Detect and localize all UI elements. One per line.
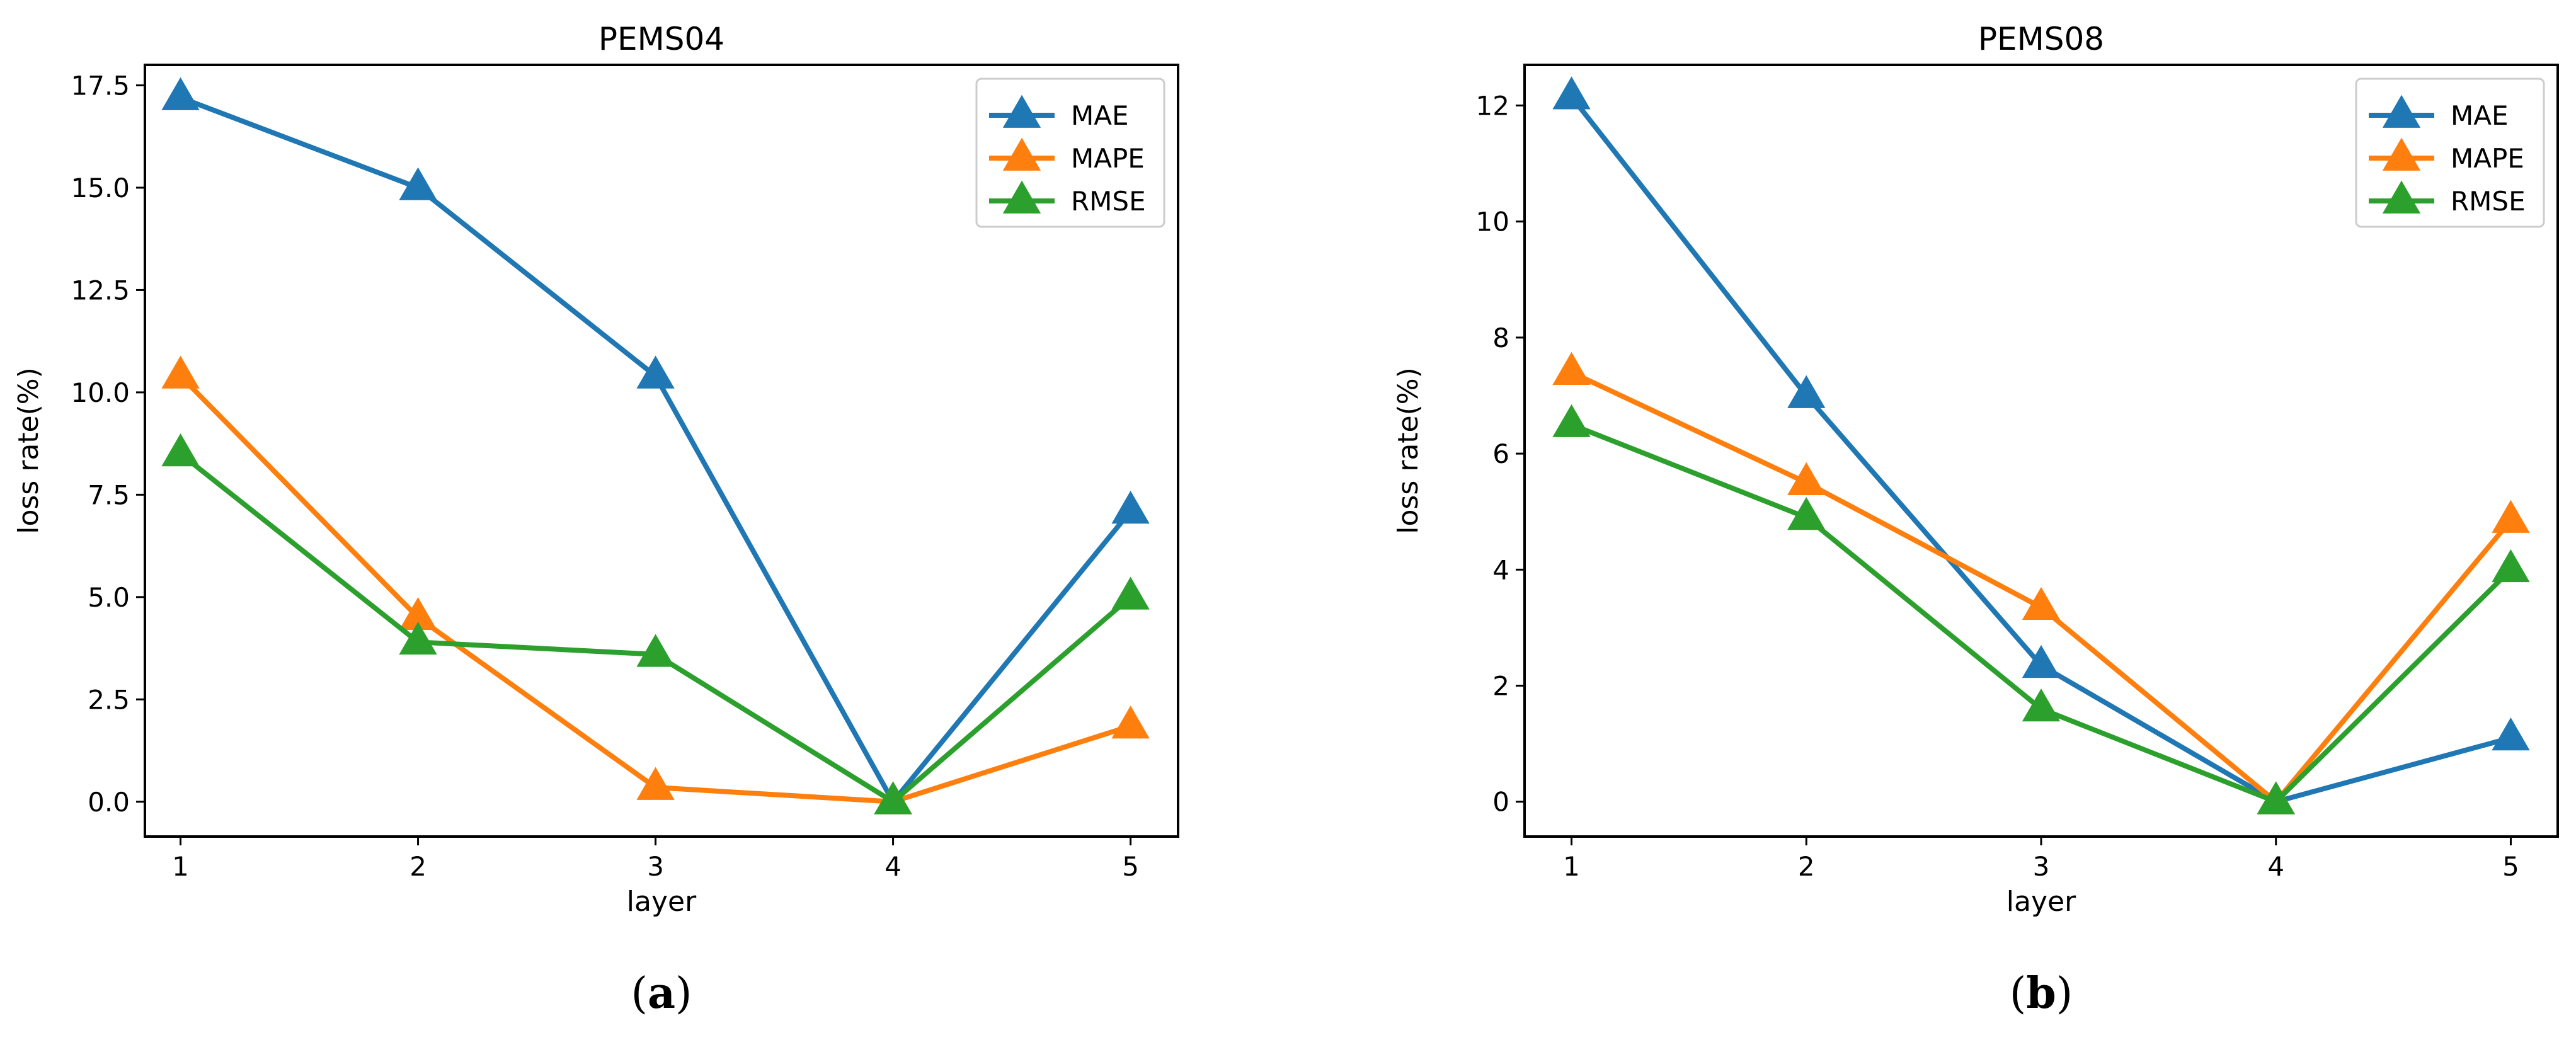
legend-marker-mae	[2382, 94, 2421, 128]
caption-open-paren: (	[2010, 969, 2027, 1019]
y-tick-label: 12	[1476, 90, 1509, 121]
data-point-mae	[399, 167, 437, 200]
x-tick-label: 4	[2267, 851, 2284, 882]
data-point-mae	[1787, 375, 1826, 408]
x-axis-label: layer	[2006, 886, 2076, 918]
y-axis-label: loss rate(%)	[1392, 367, 1424, 534]
x-tick-label: 5	[2502, 851, 2519, 882]
data-point-rmse	[399, 621, 437, 655]
series-line-rmse	[178, 451, 1133, 804]
y-tick-label: 17.5	[71, 70, 130, 101]
data-point-rmse	[2492, 549, 2530, 583]
data-point-rmse	[636, 634, 675, 667]
y-tick-label: 4	[1492, 554, 1509, 585]
data-point-mae	[636, 355, 675, 389]
y-tick-label: 10.0	[71, 377, 130, 408]
y-tick-label: 6	[1492, 438, 1509, 469]
data-point-rmse	[161, 433, 200, 467]
data-point-mape	[1111, 706, 1150, 739]
data-point-rmse	[2257, 781, 2295, 814]
data-point-mape	[399, 597, 437, 631]
data-point-mae	[161, 77, 200, 110]
legend-label-mae: MAE	[1071, 100, 1129, 131]
y-tick-label: 10	[1476, 207, 1509, 237]
x-tick-label: 3	[647, 851, 664, 882]
y-tick-label: 0	[1492, 787, 1509, 818]
y-tick-label: 0.0	[88, 787, 130, 818]
data-point-mae	[1111, 490, 1150, 524]
legend-label-mape: MAPE	[2451, 143, 2524, 174]
plot-frame	[144, 64, 1179, 838]
plot-frame	[1523, 64, 2559, 838]
caption-close-paren: )	[675, 969, 692, 1019]
figure-caption: (a)	[631, 968, 692, 1019]
data-point-mape	[161, 355, 200, 389]
legend-label-rmse: RMSE	[2451, 186, 2526, 217]
legend-marker-mape	[1002, 137, 1041, 171]
series-line-mape	[178, 373, 1133, 804]
data-point-rmse	[1111, 576, 1150, 610]
y-tick-label: 7.5	[88, 479, 130, 510]
data-point-rmse	[2022, 689, 2061, 722]
data-point-mape	[1552, 351, 1591, 385]
legend: MAE MAPE RMSE	[975, 77, 1165, 228]
data-point-mae	[2022, 644, 2061, 678]
legend-label-rmse: RMSE	[1071, 186, 1146, 217]
legend-marker-mae	[1002, 94, 1041, 128]
chart-title: PEMS04	[598, 21, 724, 57]
y-tick-label: 8	[1492, 323, 1509, 353]
caption-open-paren: (	[631, 969, 648, 1019]
legend-label-mae: MAE	[2451, 100, 2509, 131]
legend-marker-rmse	[2382, 180, 2421, 214]
data-point-rmse	[874, 781, 912, 814]
data-point-mape	[636, 767, 675, 800]
data-point-mae	[1552, 76, 1591, 110]
x-tick-label: 5	[1122, 851, 1139, 882]
x-axis-label: layer	[627, 886, 697, 918]
chart-title: PEMS08	[1978, 21, 2104, 57]
x-tick-label: 1	[172, 851, 189, 882]
legend-marker-mape	[2382, 137, 2421, 171]
y-axis-label: loss rate(%)	[13, 367, 45, 534]
legend-label-mape: MAPE	[1071, 143, 1145, 174]
legend-marker-rmse	[1002, 180, 1041, 214]
data-point-rmse	[1787, 497, 1826, 530]
y-tick-label: 12.5	[71, 275, 130, 306]
x-tick-label: 3	[2033, 851, 2050, 882]
x-tick-label: 2	[409, 851, 426, 882]
chart-panel-1: PEMS04 0.0 2.5 5.0 7.5 10.0 12.5 15.0 17.5 1 2 3 4 5 l…	[13, 21, 1179, 1019]
caption-letter: b	[2026, 968, 2056, 1019]
x-tick-label: 2	[1798, 851, 1815, 882]
data-point-mae	[2492, 717, 2530, 751]
data-point-mape	[1787, 462, 1826, 495]
x-tick-label: 1	[1563, 851, 1580, 882]
figure-caption: (b)	[2010, 968, 2073, 1019]
caption-letter: a	[648, 968, 675, 1019]
legend: MAE MAPE RMSE	[2355, 77, 2545, 228]
data-point-mape	[2492, 500, 2530, 533]
y-tick-label: 15.0	[71, 173, 130, 203]
data-point-rmse	[1552, 404, 1591, 437]
caption-close-paren: )	[2056, 969, 2073, 1019]
y-tick-label: 2.5	[88, 684, 130, 715]
x-tick-label: 4	[884, 851, 902, 882]
data-point-mape	[2022, 586, 2061, 620]
y-tick-label: 5.0	[88, 582, 130, 613]
y-tick-label: 2	[1492, 671, 1509, 702]
